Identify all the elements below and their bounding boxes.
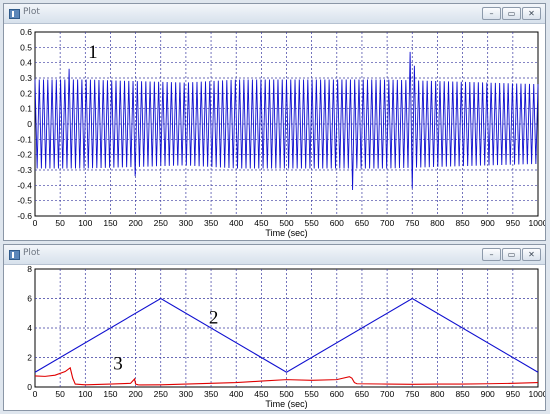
minimize-button[interactable]: – xyxy=(482,7,501,20)
y-tick-label: -0.6 xyxy=(17,211,32,221)
x-tick-label: 200 xyxy=(129,218,143,228)
x-tick-label: 800 xyxy=(430,389,444,399)
series-2-line xyxy=(34,297,539,373)
x-tick-label: 550 xyxy=(305,389,319,399)
x-tick-label: 100 xyxy=(78,218,92,228)
y-tick-label: 0.6 xyxy=(20,27,32,37)
x-tick-label: 550 xyxy=(305,218,319,228)
y-tick-label: 6 xyxy=(27,294,32,304)
x-tick-label: 400 xyxy=(229,389,243,399)
x-tick-label: 150 xyxy=(103,218,117,228)
x-tick-label: 0 xyxy=(33,218,38,228)
x-tick-label: 150 xyxy=(103,389,117,399)
x-tick-label: 450 xyxy=(254,389,268,399)
close-button[interactable]: ✕ xyxy=(522,7,541,20)
x-tick-label: 300 xyxy=(179,389,193,399)
x-tick-label: 200 xyxy=(129,389,143,399)
x-tick-label: 500 xyxy=(279,389,293,399)
x-tick-label: 500 xyxy=(279,218,293,228)
plot-app-icon xyxy=(9,250,20,260)
series-label-1: 1 xyxy=(88,42,98,63)
x-tick-label: 950 xyxy=(506,218,520,228)
series-label-3: 3 xyxy=(113,353,123,374)
maximize-button[interactable]: ▭ xyxy=(502,248,521,261)
x-tick-label: 650 xyxy=(355,218,369,228)
y-tick-label: 0.5 xyxy=(20,42,32,52)
maximize-button[interactable]: ▭ xyxy=(502,7,521,20)
window-title: Plot xyxy=(23,7,40,17)
triangle-chart: 0 50 100 150 200 250 300 350 400 450 500 550 600 650 7… xyxy=(27,265,545,409)
x-tick-label: 400 xyxy=(229,218,243,228)
x-tick-label: 750 xyxy=(405,218,419,228)
plot-app-icon xyxy=(9,9,20,19)
title-bar[interactable]: Plot – ▭ ✕ xyxy=(4,245,545,265)
y-tick-label: -0.5 xyxy=(17,196,32,206)
series-label-2: 2 xyxy=(209,308,219,329)
y-tick-label: 0.3 xyxy=(20,73,32,83)
x-tick-label: 50 xyxy=(55,389,65,399)
x-tick-label: 800 xyxy=(430,218,444,228)
y-tick-label: -0.2 xyxy=(17,150,32,160)
y-tick-label: 0 xyxy=(27,382,32,392)
x-tick-label: 900 xyxy=(481,389,495,399)
x-tick-label: 700 xyxy=(380,389,394,399)
x-tick-label: 0 xyxy=(33,389,38,399)
series-1-line xyxy=(34,51,539,190)
oscillation-chart: 0 50 100 150 200 250 300 350 400 450 500 550 600 650 7… xyxy=(17,27,545,238)
x-tick-label: 600 xyxy=(330,389,344,399)
x-tick-label: 100 xyxy=(78,389,92,399)
window-title: Plot xyxy=(23,248,40,258)
x-tick-label: 600 xyxy=(330,218,344,228)
x-tick-label: 450 xyxy=(254,218,268,228)
y-tick-label: 2 xyxy=(27,353,32,363)
y-tick-label: 4 xyxy=(27,323,32,333)
x-tick-label: 750 xyxy=(405,389,419,399)
x-tick-label: 350 xyxy=(204,389,218,399)
series-3-line xyxy=(34,366,539,386)
x-tick-label: 850 xyxy=(455,218,469,228)
minimize-button[interactable]: – xyxy=(482,248,501,261)
y-tick-label: 0.2 xyxy=(20,88,32,98)
plot-area: 0 50 100 150 200 250 300 350 400 450 500 550 600 650 7… xyxy=(4,24,545,240)
y-tick-label: -0.3 xyxy=(17,165,32,175)
x-tick-label: 250 xyxy=(154,389,168,399)
x-tick-label: 300 xyxy=(179,218,193,228)
y-tick-label: 0.4 xyxy=(20,58,32,68)
plot-window-1: Plot – ▭ ✕ 0 50 100 150 200 250 300 350 400 450 50… xyxy=(3,3,546,241)
y-tick-label: 0.1 xyxy=(20,104,32,114)
x-tick-label: 850 xyxy=(455,389,469,399)
x-tick-label: 900 xyxy=(481,218,495,228)
y-tick-label: 8 xyxy=(27,265,32,274)
y-tick-label: 0 xyxy=(27,119,32,129)
x-axis-label: Time (sec) xyxy=(265,399,307,409)
x-axis-label: Time (sec) xyxy=(265,228,307,238)
x-tick-label: 350 xyxy=(204,218,218,228)
plot-area: 0 50 100 150 200 250 300 350 400 450 500 550 600 650 7… xyxy=(4,265,545,410)
y-tick-label: -0.4 xyxy=(17,180,32,190)
x-tick-label: 700 xyxy=(380,218,394,228)
x-tick-label: 50 xyxy=(55,218,65,228)
plot-window-2: Plot – ▭ ✕ 0 50 100 150 200 250 300 350 400 450 50… xyxy=(3,244,546,411)
y-tick-label: -0.1 xyxy=(17,134,32,144)
title-bar[interactable]: Plot – ▭ ✕ xyxy=(4,4,545,24)
close-button[interactable]: ✕ xyxy=(522,248,541,261)
x-tick-label: 650 xyxy=(355,389,369,399)
x-tick-label: 950 xyxy=(506,389,520,399)
x-tick-label: 250 xyxy=(154,218,168,228)
